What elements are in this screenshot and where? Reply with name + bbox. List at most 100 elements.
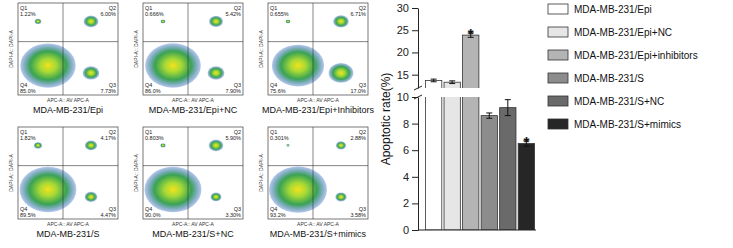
gate-line xyxy=(268,165,368,166)
error-bar xyxy=(449,81,455,84)
tick-mark xyxy=(412,30,418,31)
legend: MDA-MB-231/EpiMDA-MB-231/Epi+NCMDA-MB-23… xyxy=(548,4,698,130)
error-bar-cap xyxy=(449,83,455,84)
gate-line xyxy=(18,165,118,166)
tick-label: 8 xyxy=(403,118,409,130)
plot-frame xyxy=(268,127,368,219)
cell-population xyxy=(85,192,98,202)
cell-population xyxy=(160,143,165,147)
gate-line xyxy=(18,41,118,42)
x-axis-title: APC-A:: AV APC-A xyxy=(297,97,340,103)
bar xyxy=(481,116,497,230)
bar xyxy=(500,108,516,230)
quadrant-value: 85.0% xyxy=(20,88,36,94)
tick-label: 10 xyxy=(397,91,409,103)
panel-title: MDA-MB-231/Epi+Inhibitors xyxy=(262,105,374,115)
bar xyxy=(425,80,441,88)
flow-panel: Q11.82%Q24.17%Q34.47%Q489.5%DAPI-A:: DAP… xyxy=(8,127,118,239)
marks xyxy=(20,16,99,88)
x-axis-title: APC-A:: AV APC-A xyxy=(172,97,215,103)
flow-panel: Q11.22%Q26.00%Q37.73%Q485.0%DAPI-A:: DAP… xyxy=(8,3,118,115)
cell-population xyxy=(84,16,99,28)
quadrant-value: 0.666% xyxy=(145,11,164,17)
legend-swatch xyxy=(548,50,568,60)
cell-population xyxy=(335,192,346,201)
cell-population xyxy=(20,43,75,87)
y-tick: 20 xyxy=(397,46,418,58)
plot-frame xyxy=(268,3,368,95)
y-tick: 8 xyxy=(403,118,418,130)
error-bar xyxy=(505,100,511,116)
quadrant-value: 5.90% xyxy=(225,135,241,141)
cell-population xyxy=(336,141,346,149)
y-axis-title: DAPI-A:: DAPI-A xyxy=(258,154,264,192)
quadrant-value: 17.0% xyxy=(350,88,366,94)
panel-title: MDA-MB-231/S+mimics xyxy=(270,229,367,239)
cell-population xyxy=(35,19,42,24)
y-axis-title: DAPI-A:: DAPI-A xyxy=(133,30,139,68)
y-tick: 25 xyxy=(397,24,418,36)
quadrant-value: 7.73% xyxy=(100,88,116,94)
y-axis-title: DAPI-A:: DAPI-A xyxy=(8,154,14,192)
tick-label: 6 xyxy=(403,144,409,156)
plot-frame xyxy=(143,3,243,95)
plot-frame xyxy=(143,127,243,219)
gate-line xyxy=(143,165,243,166)
cell-population xyxy=(145,43,201,88)
error-bar-cap xyxy=(505,99,511,100)
error-bar-cap xyxy=(505,115,511,116)
legend-swatch xyxy=(548,4,568,14)
quadrant-value: 90.0% xyxy=(145,212,161,218)
figure: Q11.22%Q26.00%Q37.73%Q485.0%DAPI-A:: DAP… xyxy=(0,0,733,248)
cell-population xyxy=(269,166,327,212)
cell-population xyxy=(208,66,225,79)
panel-title: MDA-MB-231/Epi+NC xyxy=(149,105,238,115)
marks xyxy=(269,141,347,212)
legend-swatch xyxy=(548,27,568,37)
tick-mark xyxy=(412,230,418,231)
y-axis-title: DAPI-A:: DAPI-A xyxy=(133,154,139,192)
legend-item: MDA-MB-231/S+NC xyxy=(548,96,664,107)
y-tick: 30 xyxy=(397,2,418,14)
y-axis-line xyxy=(418,98,419,231)
marks xyxy=(145,140,224,213)
error-bar-stem xyxy=(507,100,508,116)
quadrant-value: 7.90% xyxy=(225,88,241,94)
panel-title: MDA-MB-231/Epi xyxy=(33,105,103,115)
bar xyxy=(518,144,534,230)
x-axis-title: APC-A:: AV APC-A xyxy=(47,97,90,103)
y-axis-title: Apoptotic rate(%) xyxy=(379,73,393,166)
quadrant-value: 5.42% xyxy=(225,11,241,17)
legend-label: MDA-MB-231/Epi+NC xyxy=(574,27,672,38)
y-tick: 15 xyxy=(397,69,418,81)
y-axis: 0246810 xyxy=(397,91,419,236)
x-axis-line xyxy=(418,230,536,231)
error-bar xyxy=(431,79,437,82)
y-tick: 2 xyxy=(403,197,418,209)
y-axis: 15 20 25 30 xyxy=(397,2,419,88)
tick-mark xyxy=(412,177,418,178)
legend-item: MDA-MB-231/Epi+inhibitors xyxy=(548,50,698,61)
tick-mark xyxy=(412,52,418,53)
tick-label: 20 xyxy=(397,46,409,58)
marks xyxy=(20,140,98,212)
bar xyxy=(425,97,441,230)
tick-mark xyxy=(412,124,418,125)
quadrant-value: 86.0% xyxy=(145,88,161,94)
cell-population xyxy=(209,140,224,152)
cell-population xyxy=(161,19,166,23)
cell-population xyxy=(145,167,202,213)
quadrant-value: 6.71% xyxy=(350,11,366,17)
bar xyxy=(444,97,460,230)
legend-swatch xyxy=(548,96,568,106)
legend-item: MDA-MB-231/S+mimics xyxy=(548,119,681,130)
marks xyxy=(425,33,534,88)
flow-panel: Q10.301%Q22.88%Q33.58%Q493.2%DAPI-A:: DA… xyxy=(258,127,368,239)
bar xyxy=(444,82,460,88)
bar-chart: 024681015202530Apoptotic rate(%)**MDA-MB… xyxy=(379,0,698,236)
plot-frame xyxy=(18,127,118,219)
y-tick: 6 xyxy=(403,144,418,156)
gate-line xyxy=(188,127,189,219)
tick-mark xyxy=(412,150,418,151)
quadrant-value: 0.803% xyxy=(145,135,164,141)
